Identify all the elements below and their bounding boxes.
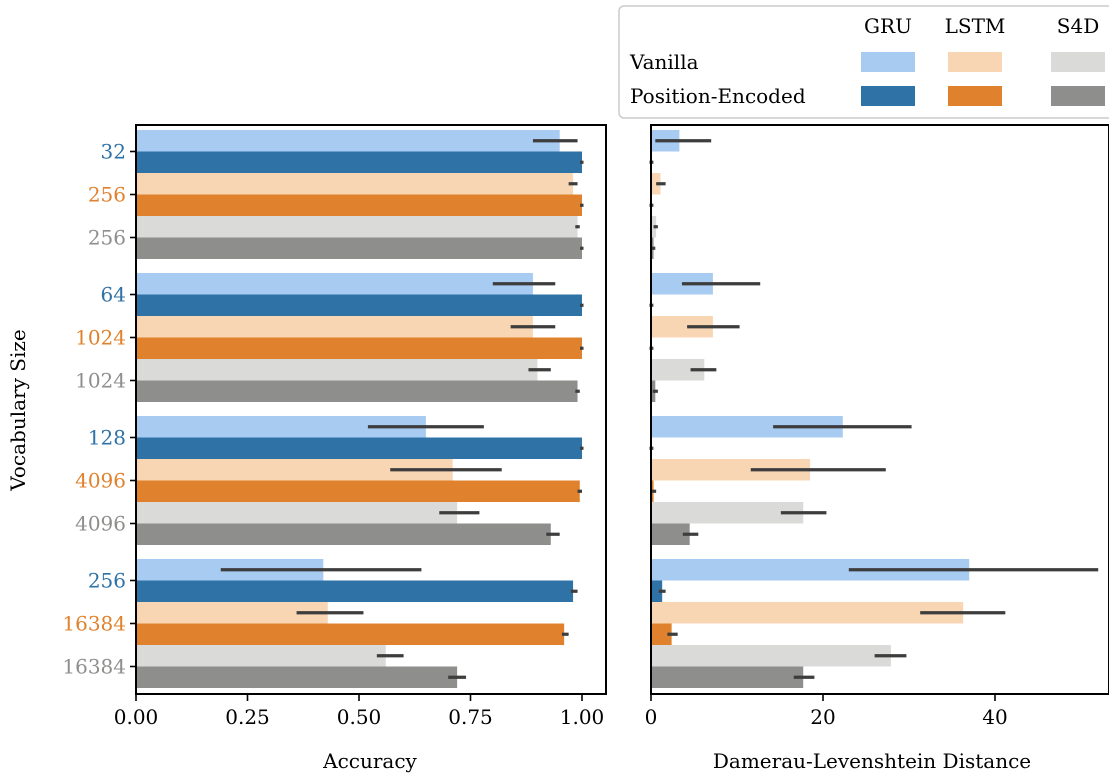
bar-gru-vanilla bbox=[136, 130, 560, 152]
ytick-label: 16384 bbox=[62, 612, 126, 636]
bar-s4d-pe bbox=[136, 666, 458, 688]
bar-gru-pe bbox=[136, 294, 582, 316]
bar-s4d-vanilla bbox=[651, 359, 705, 381]
plot-frame bbox=[650, 124, 1109, 695]
bar-lstm-vanilla bbox=[651, 459, 811, 481]
ytick-label: 256 bbox=[88, 569, 126, 593]
bar-gru-vanilla bbox=[651, 559, 970, 581]
bar-lstm-vanilla bbox=[651, 173, 661, 195]
ytick-label: 1024 bbox=[75, 326, 126, 350]
bar-gru-pe bbox=[136, 437, 582, 459]
bar-s4d-pe bbox=[136, 523, 551, 545]
bar-lstm-vanilla bbox=[136, 173, 574, 195]
bar-s4d-vanilla bbox=[136, 502, 458, 524]
bar-gru-vanilla bbox=[136, 416, 426, 438]
bar-s4d-vanilla bbox=[651, 216, 657, 238]
ylabel: Vocabulary Size bbox=[6, 329, 30, 491]
bar-lstm-pe bbox=[136, 194, 582, 216]
left-xlabel: Accuracy bbox=[322, 749, 417, 773]
ytick-label: 128 bbox=[88, 426, 126, 450]
plot-frame bbox=[135, 124, 607, 695]
bar-s4d-vanilla bbox=[136, 216, 578, 238]
bar-s4d-pe bbox=[651, 523, 690, 545]
xtick-label: 20 bbox=[810, 705, 835, 729]
bar-lstm-vanilla bbox=[136, 459, 453, 481]
legend-row-label: Vanilla bbox=[629, 50, 699, 74]
xtick-label: 1.00 bbox=[560, 705, 605, 729]
legend-swatch-lstm-vanilla bbox=[948, 52, 1002, 72]
bar-s4d-vanilla bbox=[136, 645, 386, 667]
legend-swatch-gru-vanilla bbox=[861, 52, 915, 72]
bar-s4d-pe bbox=[136, 237, 582, 259]
ytick-label: 256 bbox=[88, 226, 126, 250]
bar-s4d-pe bbox=[136, 380, 578, 402]
legend-column-label: S4D bbox=[1057, 14, 1099, 38]
bar-s4d-pe bbox=[651, 666, 804, 688]
legend-swatch-lstm-pe bbox=[948, 86, 1002, 106]
legend-column-label: LSTM bbox=[945, 14, 1006, 38]
ytick-label: 256 bbox=[88, 183, 126, 207]
xtick-label: 0.50 bbox=[337, 705, 382, 729]
distance-panel: 0 20 40 bbox=[645, 124, 1109, 729]
bar-lstm-pe bbox=[136, 480, 580, 502]
xtick-label: 40 bbox=[982, 705, 1007, 729]
bar-gru-vanilla bbox=[136, 273, 533, 295]
bar-gru-pe bbox=[136, 580, 574, 602]
ytick-label: 64 bbox=[101, 283, 126, 307]
ytick-label: 4096 bbox=[75, 512, 126, 536]
bar-gru-vanilla bbox=[651, 416, 843, 438]
ytick-label: 16384 bbox=[62, 655, 126, 679]
bar-lstm-vanilla bbox=[651, 316, 713, 338]
bar-lstm-vanilla bbox=[136, 316, 533, 338]
xtick-label: 0.25 bbox=[225, 705, 270, 729]
bar-gru-pe bbox=[136, 151, 582, 173]
bar-lstm-pe bbox=[136, 337, 582, 359]
xtick-label: 0.75 bbox=[448, 705, 493, 729]
legend-swatch-s4d-vanilla bbox=[1051, 52, 1105, 72]
bar-lstm-vanilla bbox=[136, 602, 328, 624]
legend-swatch-gru-pe bbox=[861, 86, 915, 106]
legend-swatch-s4d-pe bbox=[1051, 86, 1105, 106]
ytick-label: 1024 bbox=[75, 369, 126, 393]
legend: GRU LSTM S4D Vanilla Position-Encoded bbox=[618, 5, 1109, 119]
accuracy-panel: 32 256 256 64 1024 1024 128 4096 4096 256 16384 163… bbox=[62, 124, 607, 729]
bar-s4d-vanilla bbox=[651, 502, 804, 524]
xtick-label: 0 bbox=[645, 705, 658, 729]
legend-row-label: Position-Encoded bbox=[630, 84, 806, 108]
bar-s4d-vanilla bbox=[651, 645, 891, 667]
bar-s4d-vanilla bbox=[136, 359, 538, 381]
ytick-label: 32 bbox=[101, 140, 126, 164]
ytick-label: 4096 bbox=[75, 469, 126, 493]
bar-gru-vanilla bbox=[651, 273, 713, 295]
bar-lstm-vanilla bbox=[651, 602, 964, 624]
legend-column-label: GRU bbox=[864, 14, 912, 38]
bar-lstm-pe bbox=[651, 623, 672, 645]
bar-gru-pe bbox=[651, 580, 663, 602]
xtick-label: 0.00 bbox=[114, 705, 159, 729]
bar-lstm-pe bbox=[136, 623, 565, 645]
right-xlabel: Damerau-Levenshtein Distance bbox=[713, 749, 1031, 773]
